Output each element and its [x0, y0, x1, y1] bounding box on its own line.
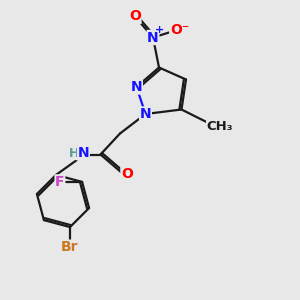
Text: N: N — [147, 31, 159, 44]
Text: N: N — [78, 146, 89, 160]
Text: O⁻: O⁻ — [170, 23, 189, 37]
Text: F: F — [55, 175, 64, 189]
Text: O: O — [129, 10, 141, 23]
Text: N: N — [131, 80, 142, 94]
Text: H: H — [69, 146, 80, 160]
Text: CH₃: CH₃ — [207, 120, 233, 134]
Text: Br: Br — [61, 240, 79, 254]
Text: +: + — [155, 25, 164, 35]
Text: O: O — [121, 167, 133, 181]
Text: N: N — [140, 107, 151, 121]
